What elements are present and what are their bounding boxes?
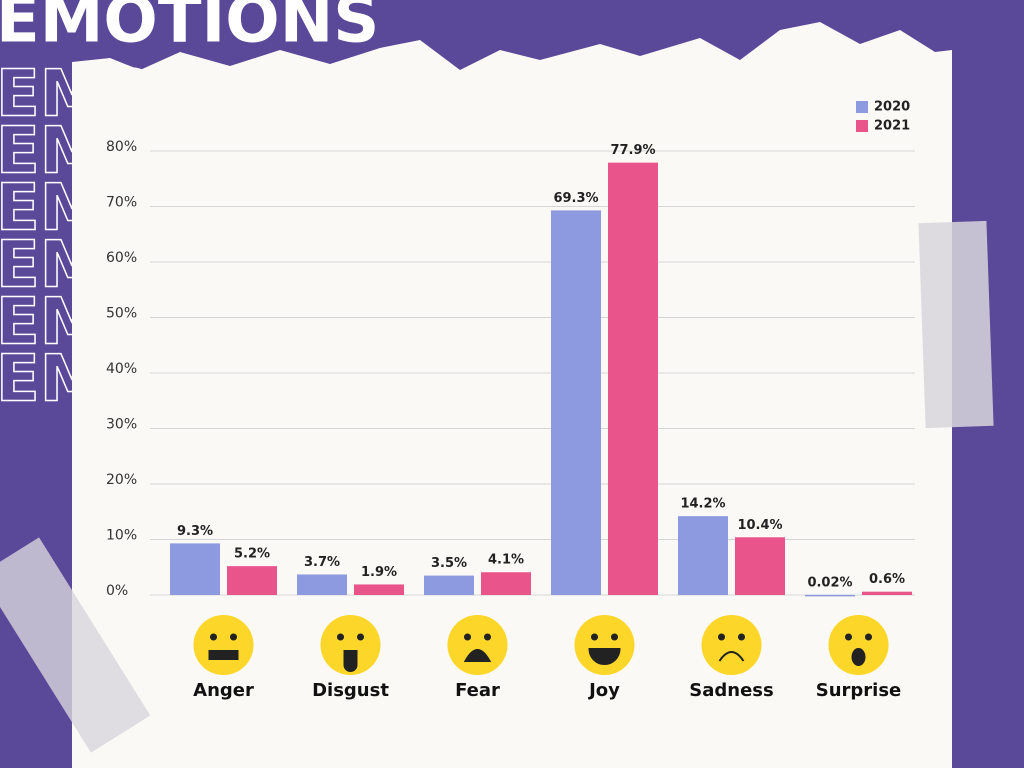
emoji-eye (718, 633, 725, 641)
emoji-eye (337, 633, 344, 641)
legend-label: 2021 (874, 119, 910, 134)
emoji-mouth (588, 648, 621, 665)
emoji-mouth (208, 650, 239, 660)
tape (0, 537, 151, 753)
bar (678, 516, 728, 595)
x-tick-label: Surprise (816, 680, 902, 701)
y-tick-label: 20% (106, 472, 137, 488)
y-tick-label: 70% (106, 195, 137, 211)
bar (354, 584, 404, 595)
emoji-eye (611, 633, 618, 641)
bar (862, 591, 912, 595)
chart-title: EMOTIONS (0, 0, 379, 58)
bar (170, 543, 220, 595)
emoji-eye (464, 633, 471, 641)
value-label: 9.3% (177, 524, 213, 539)
emoji-eye (738, 633, 745, 641)
value-label: 10.4% (737, 518, 782, 533)
x-tick-label: Fear (455, 680, 500, 701)
bar (805, 594, 855, 597)
y-tick-label: 80% (106, 139, 137, 155)
emoji-mouth (463, 649, 492, 662)
emoji-face (574, 615, 635, 675)
emoji-eye (845, 633, 852, 641)
plot-area: 0% 10% 20% 30% 40% 50% 60% 70% 80% 9.3% 5.2% Anger 3… (106, 100, 915, 701)
emoji-eye (865, 633, 872, 641)
x-tick-label: Sadness (689, 680, 773, 701)
emoji-eye (230, 633, 237, 641)
emoji-mouth (343, 650, 358, 672)
emoji-face (193, 615, 254, 675)
value-label: 77.9% (610, 143, 655, 158)
bar (227, 566, 277, 595)
bar (551, 210, 601, 595)
y-tick-label: 40% (106, 361, 137, 377)
emoji-eye (484, 633, 491, 641)
bar (608, 162, 658, 595)
bar (481, 572, 531, 595)
emoji-mouth (718, 651, 745, 662)
value-label: 5.2% (234, 547, 270, 562)
emoji-eye (591, 633, 598, 641)
x-tick-label: Joy (587, 680, 620, 701)
y-tick-label: 60% (106, 250, 137, 266)
value-label: 14.2% (680, 497, 725, 512)
y-tick-label: 10% (106, 528, 137, 544)
emoji-mouth (851, 648, 866, 666)
value-label: 4.1% (488, 553, 524, 568)
value-label: 3.5% (431, 556, 467, 571)
emoji-face (320, 615, 381, 675)
value-label: 3.7% (304, 555, 340, 570)
y-tick-label: 30% (106, 417, 137, 433)
value-label: 0.02% (807, 575, 852, 590)
x-tick-label: Disgust (312, 680, 389, 701)
tape (918, 220, 994, 429)
emoji-face (701, 615, 762, 675)
bar (424, 575, 474, 595)
bar (735, 537, 785, 595)
emoji-face (447, 615, 508, 675)
emoji-eye (357, 633, 364, 641)
emoji-eye (210, 633, 217, 641)
value-label: 1.9% (361, 565, 397, 580)
y-tick-label: 0% (106, 583, 128, 599)
emoji-face (828, 615, 889, 675)
y-tick-label: 50% (106, 306, 137, 322)
legend-swatch (856, 120, 868, 132)
value-label: 0.6% (869, 572, 905, 587)
paper-panel (72, 22, 952, 768)
bar (297, 574, 347, 595)
x-tick-label: Anger (193, 680, 254, 701)
value-label: 69.3% (553, 191, 598, 206)
legend-swatch (856, 101, 868, 113)
legend-label: 2020 (874, 100, 910, 115)
